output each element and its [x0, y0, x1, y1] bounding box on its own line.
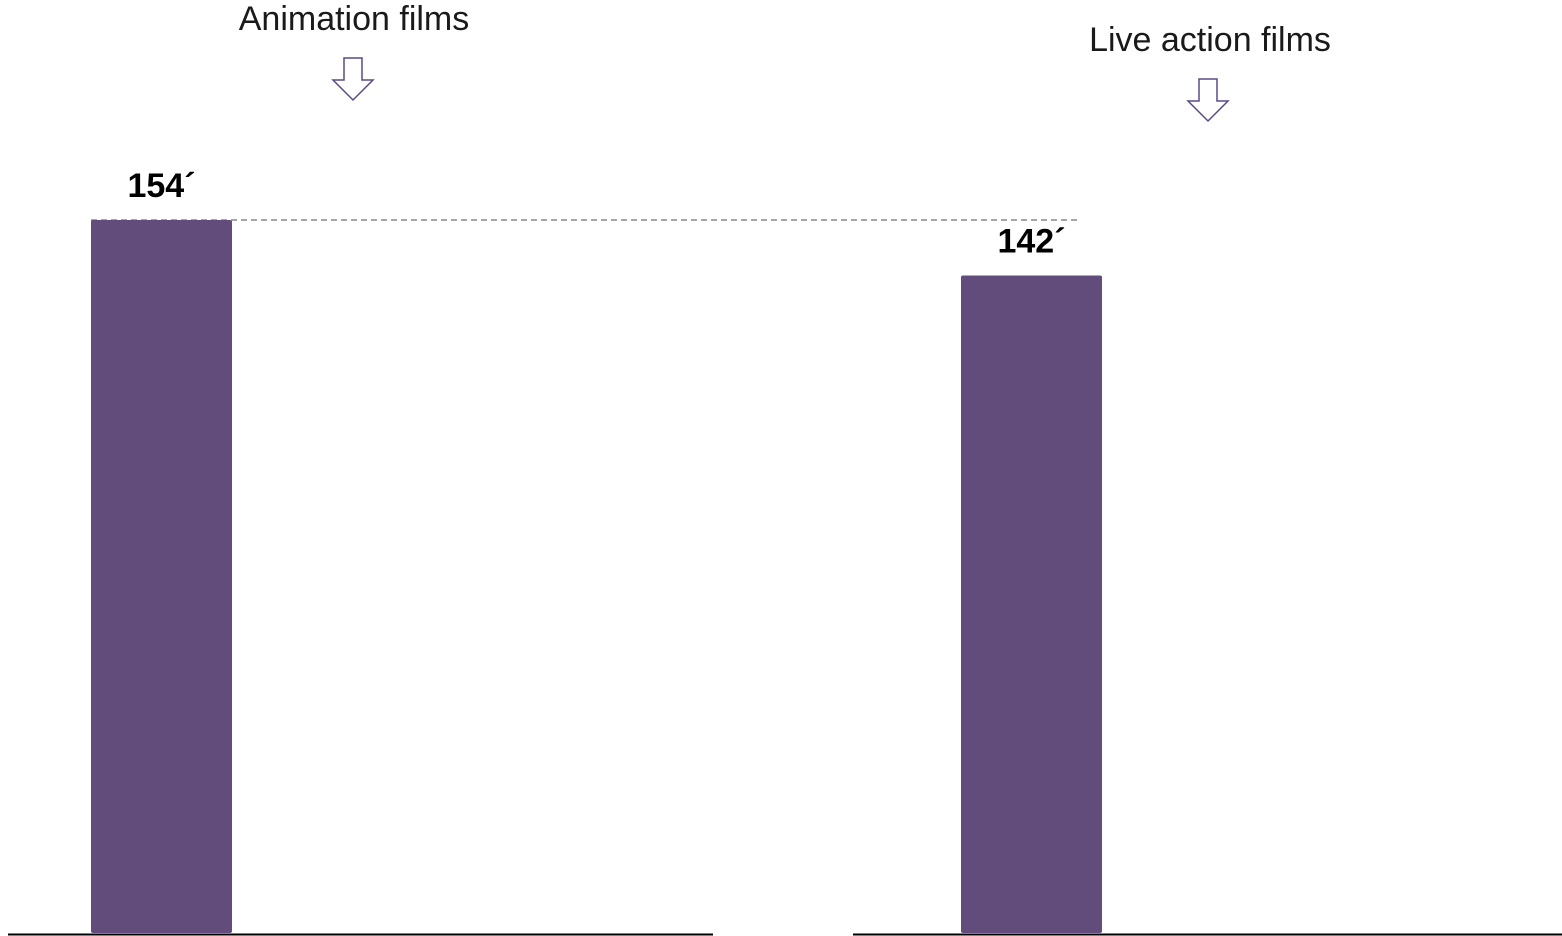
- bars-group: [91, 220, 1102, 933]
- value-label: 154´: [127, 167, 195, 205]
- down-arrow-icon: [1186, 78, 1230, 123]
- arrows-group: [331, 57, 1230, 123]
- category-label: Animation films: [239, 0, 470, 38]
- value-labels-group: 154´ 142´: [127, 167, 1065, 261]
- bar-1: [91, 220, 232, 933]
- category-labels-group: Animation films Live action films: [239, 0, 1331, 59]
- value-label: 142´: [997, 223, 1065, 261]
- category-label: Live action films: [1089, 21, 1331, 59]
- down-arrow-icon: [331, 57, 375, 102]
- bar-2: [961, 275, 1102, 933]
